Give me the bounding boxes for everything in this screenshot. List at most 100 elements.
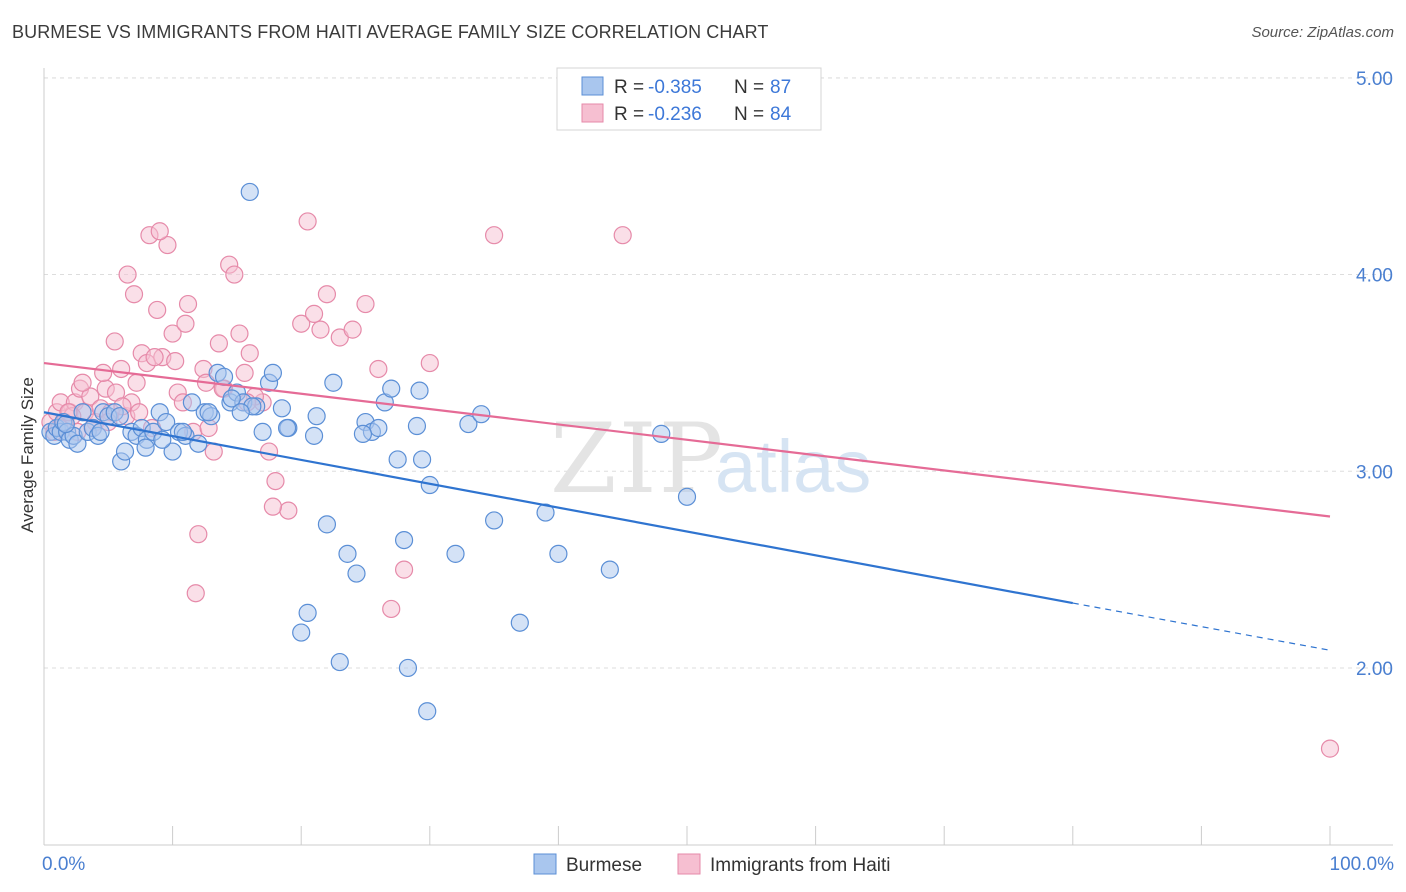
legend-r-label-2: R = (614, 104, 644, 125)
haiti-point (94, 363, 113, 382)
burmese-point (394, 531, 414, 550)
legend-n-label-2: N = (734, 104, 764, 125)
haiti-point (189, 525, 208, 544)
watermark: ZIP atlas (550, 403, 871, 515)
haiti-point (394, 560, 414, 579)
haiti-point (145, 348, 164, 367)
haiti-point (263, 497, 283, 516)
series-burmese-points (41, 182, 697, 721)
burmese-point (68, 434, 87, 453)
burmese-point (253, 422, 272, 442)
burmese-point (388, 450, 407, 469)
chart-title: BURMESE VS IMMIGRANTS FROM HAITI AVERAGE… (12, 22, 769, 42)
burmese-point (272, 399, 292, 418)
haiti-point (186, 584, 205, 603)
legend-r-value-1: -0.385 (648, 77, 702, 98)
burmese-trend-extension (1072, 602, 1331, 651)
haiti-point (127, 373, 146, 392)
burmese-point (485, 511, 504, 530)
series-legend-haiti: Immigrants from Haiti (710, 855, 891, 876)
x-tick-label-min: 0.0% (42, 854, 85, 875)
haiti-point (266, 471, 285, 491)
haiti-point (420, 353, 439, 373)
haiti-trend-line (43, 361, 1331, 518)
burmese-point (222, 389, 241, 408)
haiti-point (73, 373, 92, 392)
burmese-point (240, 182, 259, 202)
burmese-point (115, 442, 135, 461)
haiti-point (158, 235, 177, 255)
burmese-point (189, 434, 208, 453)
chart-source: Source: ZipAtlas.com (1251, 24, 1394, 41)
x-tick-label-max: 100.0% (1330, 854, 1395, 875)
haiti-point (298, 212, 317, 231)
burmese-point (298, 603, 317, 622)
legend-n-value-2: 84 (770, 104, 792, 125)
burmese-trend-line (43, 411, 1074, 605)
haiti-point (613, 226, 632, 245)
haiti-point (230, 324, 249, 343)
trend-lines (43, 361, 1331, 651)
correlation-legend: R = -0.385 N = 87 R = -0.236 N = 84 (556, 67, 822, 131)
haiti-point (317, 285, 337, 304)
haiti-point (382, 599, 401, 619)
burmese-point (110, 407, 129, 426)
burmese-point (652, 424, 671, 443)
legend-n-value-1: 87 (770, 77, 791, 98)
burmese-point (600, 560, 619, 579)
x-tick-marks (43, 826, 1331, 845)
legend-r-value-2: -0.236 (648, 104, 702, 125)
haiti-point (1320, 739, 1340, 758)
burmese-point (73, 403, 92, 422)
haiti-point (112, 359, 131, 379)
legend-n-label-1: N = (734, 77, 764, 98)
burmese-point (412, 450, 432, 469)
burmese-point (324, 373, 343, 392)
burmese-point (446, 544, 465, 563)
burmese-point (136, 438, 155, 457)
burmese-point (677, 487, 697, 506)
burmese-point (182, 393, 201, 412)
haiti-point (150, 222, 169, 241)
legend-r-label-1: R = (614, 77, 644, 98)
haiti-point (235, 363, 254, 382)
burmese-point (263, 363, 283, 382)
legend-swatch-blue (581, 76, 604, 96)
haiti-point (240, 344, 259, 363)
y-tick-label: 5.00 (1356, 69, 1393, 90)
burmese-point (410, 381, 429, 400)
burmese-point (199, 403, 218, 422)
haiti-point (166, 351, 185, 371)
burmese-point (157, 412, 176, 432)
watermark-atlas: atlas (715, 425, 871, 508)
haiti-point (292, 314, 311, 333)
y-axis-label: Average Family Size (18, 377, 37, 533)
series-legend: Burmese Immigrants from Haiti (533, 853, 891, 876)
burmese-point (459, 414, 478, 434)
haiti-point (130, 403, 149, 422)
haiti-point (124, 285, 144, 304)
series-legend-swatch-haiti (677, 853, 701, 875)
burmese-point (304, 426, 324, 445)
haiti-point (209, 334, 228, 353)
haiti-point (118, 265, 137, 284)
y-tick-label: 2.00 (1356, 659, 1393, 680)
haiti-point (356, 294, 375, 314)
burmese-point (382, 379, 401, 398)
haiti-point (485, 226, 504, 245)
haiti-point (148, 300, 167, 320)
y-tick-label: 4.00 (1356, 266, 1393, 287)
haiti-point (81, 387, 100, 406)
burmese-point (277, 418, 297, 438)
burmese-point (231, 403, 250, 422)
haiti-point (304, 304, 324, 323)
legend-swatch-pink (581, 103, 604, 123)
burmese-point (292, 623, 311, 642)
burmese-point (510, 613, 529, 632)
haiti-point (279, 501, 298, 520)
haiti-point (225, 265, 244, 284)
burmese-point (163, 442, 182, 461)
haiti-point (176, 314, 195, 333)
burmese-point (317, 515, 337, 534)
